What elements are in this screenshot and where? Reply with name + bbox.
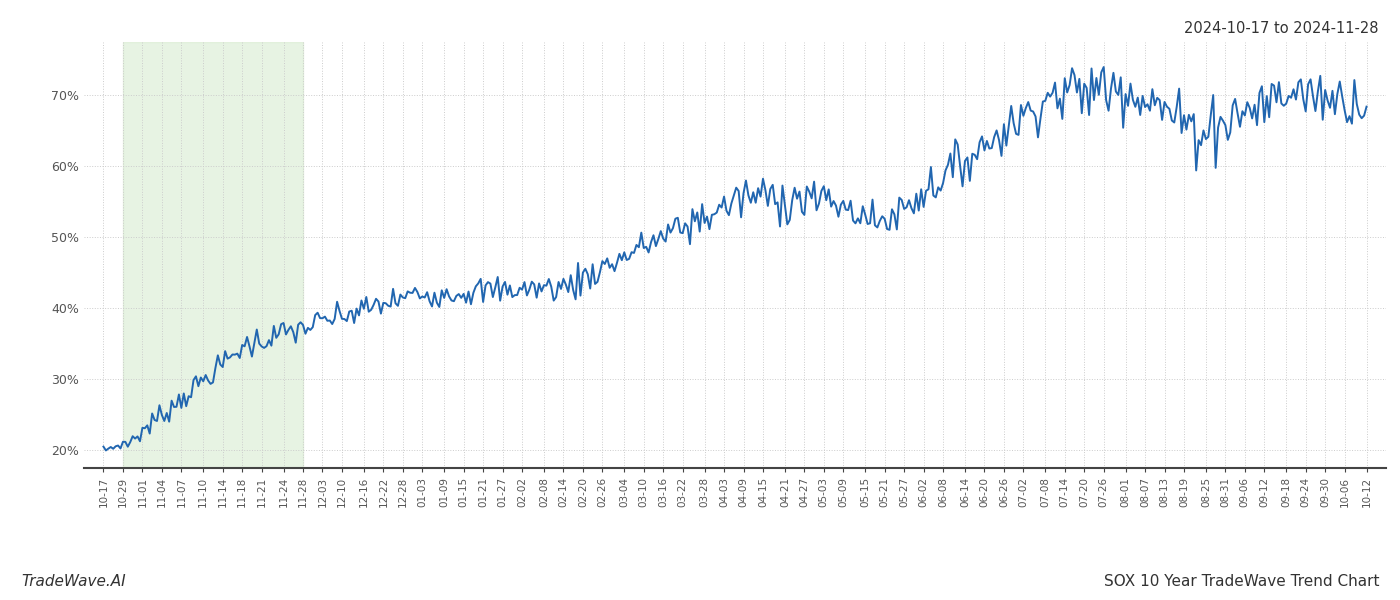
Text: SOX 10 Year TradeWave Trend Chart: SOX 10 Year TradeWave Trend Chart bbox=[1103, 574, 1379, 589]
Text: TradeWave.AI: TradeWave.AI bbox=[21, 574, 126, 589]
Text: 2024-10-17 to 2024-11-28: 2024-10-17 to 2024-11-28 bbox=[1184, 21, 1379, 36]
Bar bbox=[123, 42, 302, 468]
